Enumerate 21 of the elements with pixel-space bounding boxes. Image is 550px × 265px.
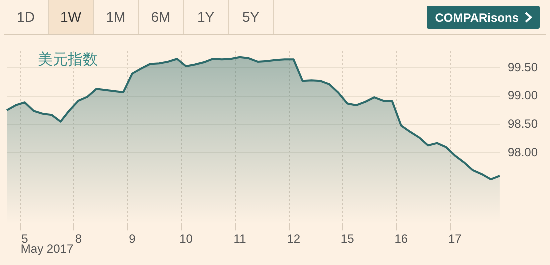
- x-tick-label: 9: [129, 232, 136, 246]
- y-tick-label: 98.00: [508, 145, 538, 160]
- y-tick-label: 98.50: [508, 116, 538, 131]
- text: 5Y: [229, 0, 274, 34]
- text: 1D: [4, 0, 49, 34]
- text: 6M: [139, 0, 184, 34]
- y-tick-label: 99.00: [508, 88, 538, 103]
- x-tick-label: 17: [448, 232, 462, 246]
- x-tick-label: 10: [180, 232, 194, 246]
- text: May 2017: [20, 242, 74, 256]
- chart-title: 美元指数: [38, 50, 98, 69]
- text: 1W: [49, 0, 94, 34]
- x-tick-label: 12: [287, 232, 301, 246]
- y-tick-label: 99.50: [508, 60, 538, 74]
- x-tick-label: 15: [340, 232, 355, 246]
- x-tick-label: 11: [234, 232, 247, 246]
- text: 1M: [94, 0, 139, 34]
- text: 1Y: [184, 0, 229, 34]
- x-tick-label: 16: [394, 232, 408, 246]
- text: COMPARisons: [435, 10, 519, 24]
- x-tick-label: 8: [75, 232, 82, 246]
